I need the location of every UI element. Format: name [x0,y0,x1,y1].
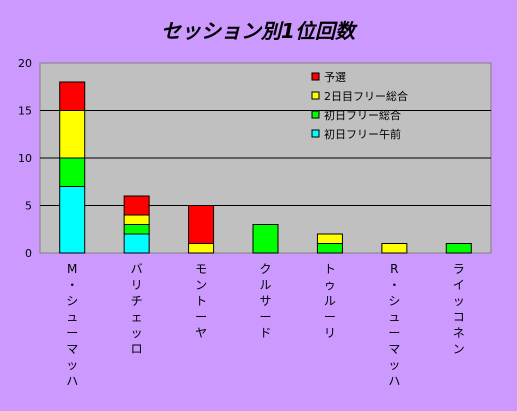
bar-segment [59,110,86,159]
bar-segment [59,186,86,254]
x-tick-label: バリチェッロ [131,262,143,356]
bar-segment [59,81,86,111]
y-tick-label: 15 [18,105,32,118]
bar-segment [252,224,279,254]
legend-swatch [311,72,320,81]
bar-segment [445,243,472,254]
x-axis: M ・シューマッハ バリチェッロ モントーヤ クルサード トゥルーリ R ・シューマッハ ライッ… [66,262,465,388]
y-tick-label: 10 [18,152,32,165]
y-tick-label: 5 [25,200,32,213]
chart-title: セッション別1位回数 [161,19,358,43]
legend-label: 2日目フリー総合 [324,89,408,103]
legend-swatch [311,129,320,138]
x-tick-label: R ・シューマッハ [388,262,400,388]
legend-swatch [311,110,320,119]
legend-label: 初日フリー総合 [324,108,401,122]
bar-segment [316,233,343,244]
bar-segment [123,233,150,254]
bar-segment [123,214,150,225]
x-tick-label: ライッコネン [453,262,465,356]
y-tick-label: 20 [18,57,32,70]
y-tick-label: 0 [25,247,32,260]
x-tick-label: M ・シューマッハ [66,262,78,388]
x-tick-label: モントーヤ [195,262,207,340]
bar-segment [188,243,215,254]
x-tick-label: クルサード [259,262,271,340]
bar-segment [123,224,150,235]
legend-label: 初日フリー午前 [324,127,401,141]
legend-swatch [311,91,320,100]
bar-segment [123,195,150,216]
y-axis: 0 5 10 15 20 [18,57,32,260]
grid-lines [40,110,491,206]
x-tick-label: トゥルーリ [324,262,336,340]
legend-label: 予選 [324,71,346,84]
bar-segment [381,243,408,254]
bar-segment [316,243,343,254]
bar-segment [59,157,86,187]
bar-segment [188,205,215,244]
bars [59,81,472,254]
